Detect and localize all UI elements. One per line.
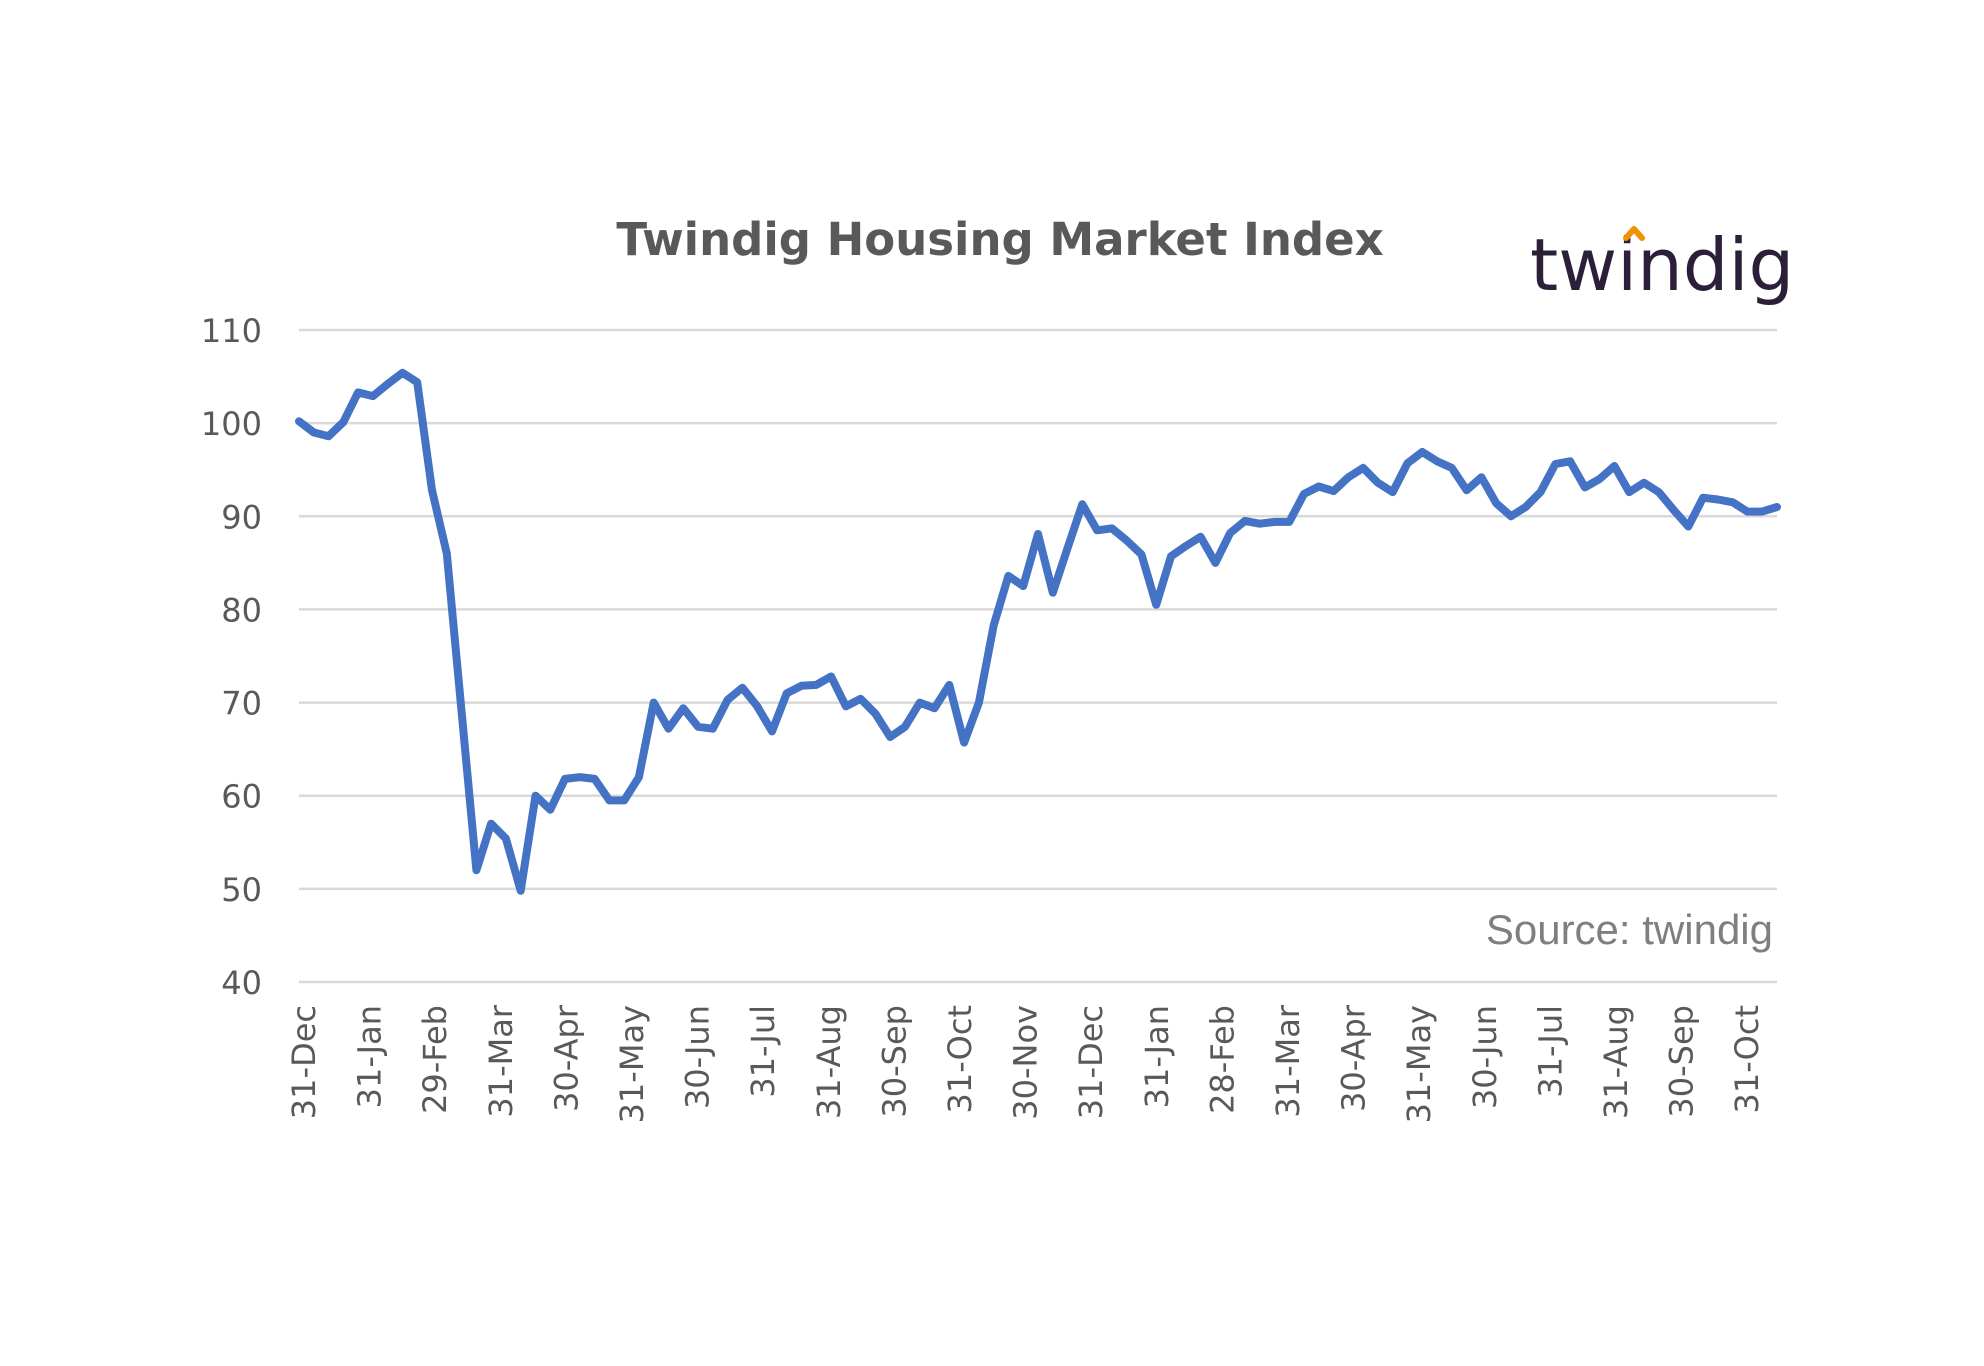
- x-axis-tick-labels: 31-Dec 31-Jan 29-Feb 31-Mar 30-Apr 31-May 30-J…: [285, 1004, 1766, 1123]
- y-tick-label: 40: [221, 964, 262, 1002]
- gridlines: [299, 328, 1777, 984]
- y-tick-label: 100: [201, 405, 262, 443]
- x-tick-label: 31-Aug: [1597, 1005, 1635, 1119]
- logo-wordmark: twindig: [1530, 223, 1794, 307]
- x-tick-label: 31-Jan: [351, 1005, 389, 1108]
- series-line: [295, 368, 1781, 895]
- x-tick-label: 30-Apr: [1335, 1004, 1373, 1112]
- x-tick-label: 31-Oct: [941, 1005, 979, 1113]
- x-tick-label: 31-Jul: [744, 1005, 782, 1098]
- x-tick-label: 31-Jul: [1531, 1005, 1569, 1098]
- x-tick-label: 31-Dec: [285, 1005, 323, 1119]
- y-tick-label: 60: [221, 778, 262, 816]
- y-tick-label: 90: [221, 498, 262, 536]
- x-tick-label: 31-May: [613, 1005, 651, 1123]
- y-tick-label: 80: [221, 591, 262, 629]
- x-tick-label: 30-Jun: [679, 1005, 717, 1109]
- x-tick-label: 31-Mar: [482, 1004, 520, 1117]
- x-tick-label: 31-Mar: [1269, 1004, 1307, 1117]
- x-tick-label: 31-Jan: [1138, 1005, 1176, 1108]
- x-tick-label: 31-Oct: [1728, 1005, 1766, 1113]
- y-tick-label: 110: [201, 312, 262, 350]
- x-tick-label: 30-Jun: [1466, 1005, 1504, 1109]
- x-tick-label: 30-Apr: [547, 1004, 585, 1112]
- logo-roof-icon: [1623, 226, 1645, 241]
- series-layer: [295, 368, 1781, 895]
- chart-title: Twindig Housing Market Index: [616, 213, 1383, 266]
- y-tick-label: 70: [221, 685, 262, 723]
- x-tick-label: 31-Dec: [1072, 1005, 1110, 1119]
- x-tick-label: 31-May: [1400, 1005, 1438, 1123]
- x-tick-label: 30-Sep: [1663, 1005, 1701, 1118]
- x-tick-label: 28-Feb: [1203, 1005, 1241, 1114]
- twindig-logo: twindig: [1530, 223, 1794, 307]
- source-annotation: Source: twindig: [1486, 906, 1773, 953]
- x-tick-label: 29-Feb: [416, 1005, 454, 1114]
- y-tick-label: 50: [221, 871, 262, 909]
- y-axis-tick-labels: 40 50 60 70 80 90 100 110: [201, 312, 262, 1002]
- x-tick-label: 31-Aug: [810, 1005, 848, 1119]
- x-tick-label: 30-Sep: [875, 1005, 913, 1118]
- x-tick-label: 30-Nov: [1007, 1005, 1045, 1120]
